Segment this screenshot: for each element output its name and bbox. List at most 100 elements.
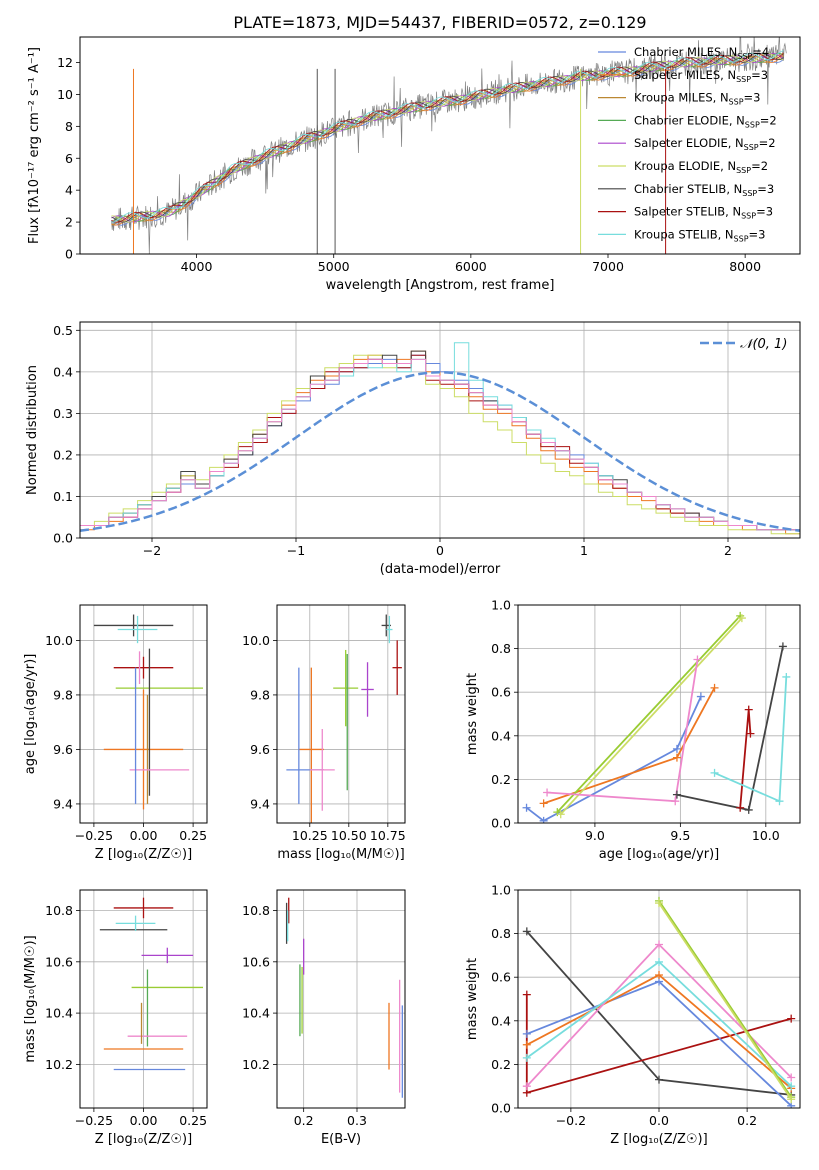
histogram-step [80, 358, 800, 538]
legend-entry: Chabrier ELODIE, NSSP=2 [634, 113, 777, 129]
legend-entry: 𝒩(0, 1) [740, 337, 787, 352]
x-axis-label: Z [log₁₀(Z/Z☉)] [610, 1132, 707, 1147]
legend-entry-subscript: SSP [745, 120, 760, 129]
y-tick-label: 12 [57, 55, 73, 70]
weight-marker [655, 957, 663, 966]
x-axis-label: Z [log₁₀(Z/Z☉)] [95, 1132, 192, 1147]
y-tick-label: 0 [65, 247, 73, 262]
age-vs-mass-axes: 10.25 10.50 10.75 9.4 9.6 9.8 10.0 mass [log₁₀(… [242, 604, 406, 862]
legend-entry-name: Salpeter STELIB, N [634, 205, 741, 219]
legend-entry-count: =3 [751, 68, 768, 82]
mass-weight-vs-Z-plot-area [522, 896, 796, 1108]
axes-frame [79, 321, 801, 539]
legend-entry-count: =3 [756, 205, 773, 219]
legend-entry-count: =3 [757, 182, 774, 196]
residuals-axes: −2 −1 0 1 2 0.0 0.1 0.2 0.3 0.4 0.5 (data-model)/er… [25, 321, 801, 577]
y-tick-label: 9.8 [250, 687, 270, 702]
y-tick-label: 10.8 [45, 903, 73, 918]
x-tick-label: 0.2 [737, 1113, 757, 1128]
model-spectrum-line [111, 52, 784, 226]
errorbar-point [309, 728, 335, 811]
weight-marker [744, 705, 753, 714]
legend: 𝒩(0, 1) [700, 337, 787, 352]
legend-entry-count: =3 [749, 227, 766, 241]
y-tick-label: 0.4 [491, 728, 511, 743]
y-tick-label: 0.6 [491, 970, 511, 985]
y-tick-label: 10.6 [242, 954, 270, 969]
weight-marker [710, 683, 719, 692]
weight-marker [787, 1082, 796, 1091]
legend-entry-count: =2 [760, 113, 777, 127]
legend-entry-name: Chabrier STELIB, N [634, 182, 742, 196]
legend-entry-name: Kroupa ELODIE, N [634, 159, 736, 173]
weight-marker [696, 692, 705, 701]
weight-marker [556, 810, 565, 819]
x-tick-label: 2 [724, 543, 732, 558]
y-tick-label: 0.1 [53, 489, 73, 504]
weight-marker [655, 971, 663, 980]
weight-marker [655, 940, 663, 949]
weight-marker [787, 1073, 796, 1082]
y-tick-label: 8 [65, 119, 73, 134]
y-tick-label: 9.4 [53, 796, 73, 811]
axes-frame [79, 604, 208, 824]
axes-frame [517, 604, 801, 824]
weight-marker [522, 803, 531, 812]
x-axis-label: E(B-V) [321, 1132, 361, 1147]
legend-entry-subscript: SSP [737, 52, 752, 61]
weight-line [560, 617, 743, 815]
mass-vs-Z-plot-area [99, 897, 204, 1071]
model-spectrum-line [111, 55, 784, 226]
mass-weight-vs-age-plot-area [522, 611, 791, 823]
y-axis-label: mass weight [465, 958, 480, 1040]
legend-entry-subscript: SSP [736, 166, 751, 175]
y-tick-label: 0.8 [491, 926, 511, 941]
legend-entry-name: Kroupa MILES, N [634, 91, 729, 105]
y-tick-label: 4 [65, 183, 73, 198]
x-tick-label: 10.75 [370, 828, 406, 843]
x-tick-label: 0.25 [179, 828, 207, 843]
y-tick-label: 0.0 [491, 1101, 511, 1116]
mass-weight-vs-age-axes: 9.0 9.5 10.0 0.0 0.2 0.4 0.6 0.8 1.0 age [log₁₀(a… [465, 598, 801, 862]
mass-vs-ebv-axes: 0.2 0.3 10.2 10.4 10.6 10.8 E(B-V) [242, 889, 406, 1147]
y-axis-label: age [log₁₀(age/yr)] [23, 654, 38, 775]
y-tick-label: 0.0 [491, 816, 511, 831]
weight-marker [522, 990, 531, 999]
legend-entry-name: Chabrier MILES, N [634, 45, 737, 59]
legend-entry-count: =4 [752, 45, 769, 59]
errorbar-point [361, 662, 374, 717]
x-tick-label: 7000 [592, 259, 624, 274]
x-axis-label: mass [log₁₀(M/M☉)] [277, 847, 404, 862]
y-tick-label: 1.0 [491, 883, 511, 898]
legend-entry: Chabrier MILES, NSSP=4 [634, 45, 769, 61]
weight-marker [655, 1075, 663, 1084]
x-tick-label: 0.00 [130, 828, 158, 843]
age-vs-mass-plot-area [286, 614, 402, 823]
x-axis-label: age [log₁₀(age/yr)] [599, 847, 720, 862]
weight-marker [539, 816, 548, 823]
x-tick-label: −2 [143, 543, 161, 558]
legend-entry-count: =2 [759, 136, 776, 150]
y-tick-label: 10.4 [242, 1006, 270, 1021]
errorbar-point [117, 615, 158, 644]
suptitle: PLATE=1873, MJD=54437, FIBERID=0572, z=0… [233, 13, 646, 32]
y-tick-label: 0.6 [491, 685, 511, 700]
weight-marker [736, 803, 745, 812]
errorbar-point [298, 667, 324, 823]
legend-entry-count: =3 [744, 91, 761, 105]
weight-line [556, 615, 741, 813]
y-tick-label: 10.0 [242, 633, 270, 648]
y-tick-label: 0.2 [53, 447, 73, 462]
model-spectrum-line [111, 52, 784, 223]
x-axis-label: Z [log₁₀(Z/Z☉)] [95, 847, 192, 862]
weight-line [739, 709, 752, 808]
weight-marker [522, 1053, 531, 1062]
errorbar-point [392, 640, 402, 695]
weight-marker [522, 1040, 531, 1049]
x-tick-label: 8000 [729, 259, 761, 274]
weight-marker [522, 1082, 531, 1091]
y-tick-label: 10.0 [45, 633, 73, 648]
y-tick-label: 0.8 [491, 641, 511, 656]
weight-marker [693, 655, 702, 664]
